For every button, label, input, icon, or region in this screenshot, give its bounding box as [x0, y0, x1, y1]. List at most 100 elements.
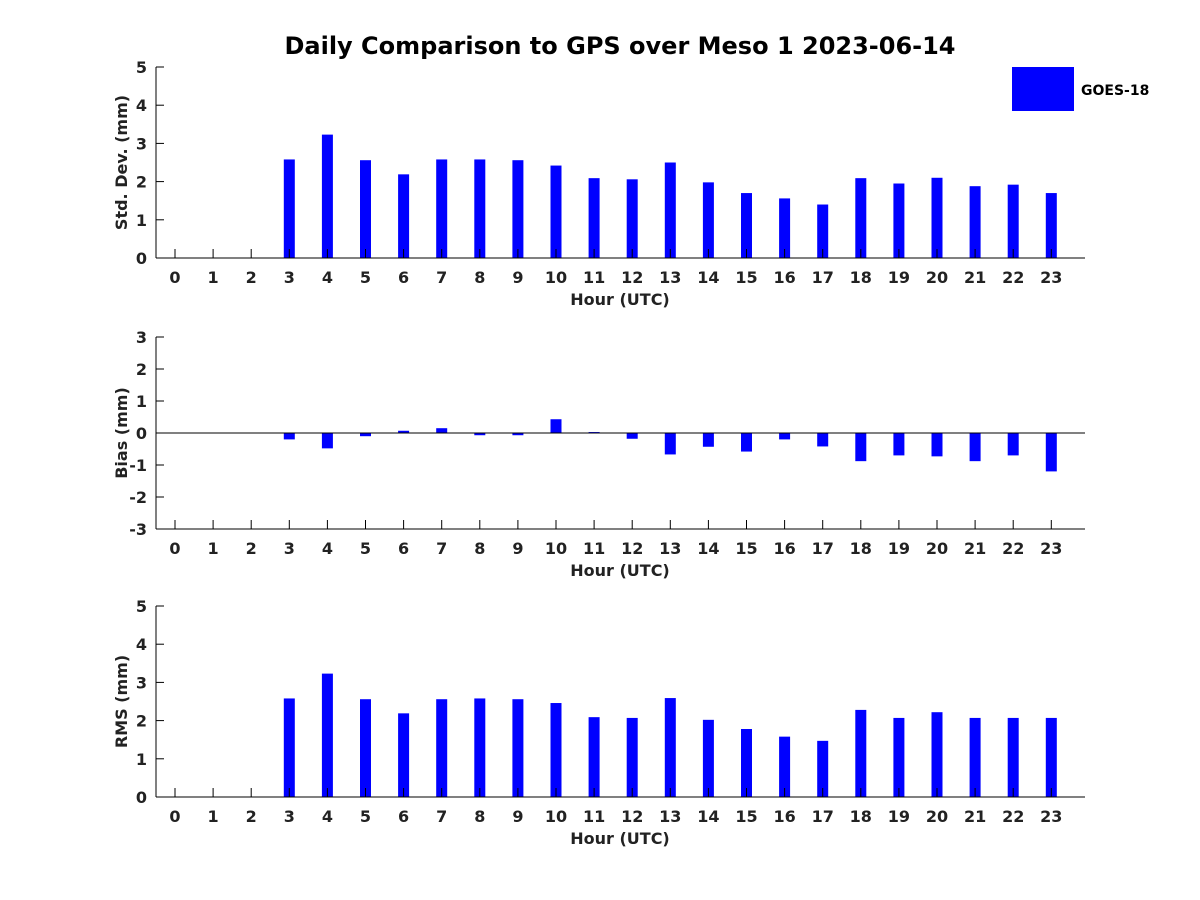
legend: GOES-18: [1012, 67, 1149, 111]
x-tick-label: 1: [208, 807, 219, 826]
x-tick-label: 9: [512, 807, 523, 826]
x-tick-label: 9: [512, 268, 523, 287]
bar-18: [855, 709, 867, 797]
x-tick-label: 5: [360, 268, 371, 287]
bar-15: [741, 729, 752, 797]
x-tick-label: 3: [284, 807, 295, 826]
x-tick-label: 8: [474, 539, 485, 558]
bar-19: [893, 183, 905, 258]
x-tick-label: 4: [322, 268, 333, 287]
y-tick-label: -3: [129, 520, 147, 539]
x-tick-label: 14: [697, 539, 719, 558]
x-tick-label: 13: [659, 539, 681, 558]
x-tick-label: 19: [888, 268, 910, 287]
bar-12: [626, 433, 638, 439]
bar-23: [1045, 717, 1057, 797]
bar-15: [741, 193, 752, 258]
x-tick-label: 8: [474, 807, 485, 826]
x-tick-label: 1: [208, 539, 219, 558]
y-axis-label: Bias (mm): [112, 387, 131, 479]
bar-21: [969, 433, 981, 462]
chart-title: Daily Comparison to GPS over Meso 1 2023…: [284, 32, 955, 60]
x-tick-label: 6: [398, 807, 409, 826]
bar-21: [969, 717, 981, 797]
bar-10: [550, 419, 562, 433]
x-tick-label: 2: [246, 807, 257, 826]
bar-23: [1045, 193, 1057, 258]
x-tick-label: 19: [888, 539, 910, 558]
bar-6: [398, 713, 410, 797]
x-tick-label: 10: [545, 268, 567, 287]
x-tick-label: 2: [246, 539, 257, 558]
bar-22: [1007, 717, 1019, 797]
x-tick-label: 15: [735, 539, 757, 558]
bar-5: [360, 699, 371, 797]
x-tick-label: 22: [1002, 807, 1024, 826]
bar-7: [436, 699, 448, 797]
bar-8: [474, 433, 486, 436]
y-tick-label: -2: [129, 488, 147, 507]
x-tick-label: 18: [850, 268, 872, 287]
x-tick-label: 4: [322, 807, 333, 826]
bar-18: [855, 433, 867, 462]
x-tick-label: 21: [964, 268, 986, 287]
x-axis-label: Hour (UTC): [570, 561, 670, 580]
y-tick-label: 3: [136, 134, 147, 153]
x-tick-label: 22: [1002, 539, 1024, 558]
bar-6: [398, 430, 410, 433]
bar-14: [702, 433, 714, 447]
x-tick-label: 13: [659, 268, 681, 287]
bar-10: [550, 165, 562, 258]
bar-19: [893, 433, 905, 456]
bar-16: [779, 433, 791, 440]
x-tick-label: 11: [583, 807, 605, 826]
x-tick-label: 22: [1002, 268, 1024, 287]
x-tick-label: 21: [964, 807, 986, 826]
bar-3: [283, 698, 295, 797]
bar-16: [779, 736, 791, 797]
bar-13: [664, 162, 676, 258]
bar-11: [588, 717, 600, 797]
bar-3: [283, 433, 295, 440]
y-tick-label: 2: [136, 712, 147, 731]
x-tick-label: 19: [888, 807, 910, 826]
y-tick-label: -1: [129, 456, 147, 475]
y-tick-label: 2: [136, 173, 147, 192]
bar-9: [512, 433, 524, 436]
bar-7: [436, 428, 448, 433]
x-tick-label: 23: [1040, 807, 1062, 826]
x-tick-label: 11: [583, 268, 605, 287]
x-tick-label: 12: [621, 539, 643, 558]
bar-7: [436, 159, 448, 258]
bar-11: [588, 178, 600, 258]
x-tick-label: 6: [398, 268, 409, 287]
x-tick-label: 0: [169, 807, 180, 826]
y-tick-label: 5: [136, 58, 147, 77]
bar-23: [1045, 433, 1057, 472]
x-tick-label: 23: [1040, 268, 1062, 287]
x-tick-label: 14: [697, 807, 719, 826]
x-tick-label: 21: [964, 539, 986, 558]
y-tick-label: 4: [136, 96, 147, 115]
x-tick-label: 6: [398, 539, 409, 558]
x-tick-label: 9: [512, 539, 523, 558]
x-tick-label: 4: [322, 539, 333, 558]
x-tick-label: 12: [621, 268, 643, 287]
x-tick-label: 0: [169, 539, 180, 558]
bar-20: [931, 177, 943, 258]
x-tick-label: 15: [735, 807, 757, 826]
x-tick-label: 20: [926, 539, 948, 558]
bar-16: [779, 198, 791, 258]
x-axis-label: Hour (UTC): [570, 290, 670, 309]
y-tick-label: 0: [136, 424, 147, 443]
x-tick-label: 10: [545, 807, 567, 826]
x-tick-label: 7: [436, 268, 447, 287]
bar-18: [855, 178, 867, 258]
bar-4: [321, 673, 333, 797]
y-axis-label: Std. Dev. (mm): [112, 95, 131, 230]
x-tick-label: 11: [583, 539, 605, 558]
